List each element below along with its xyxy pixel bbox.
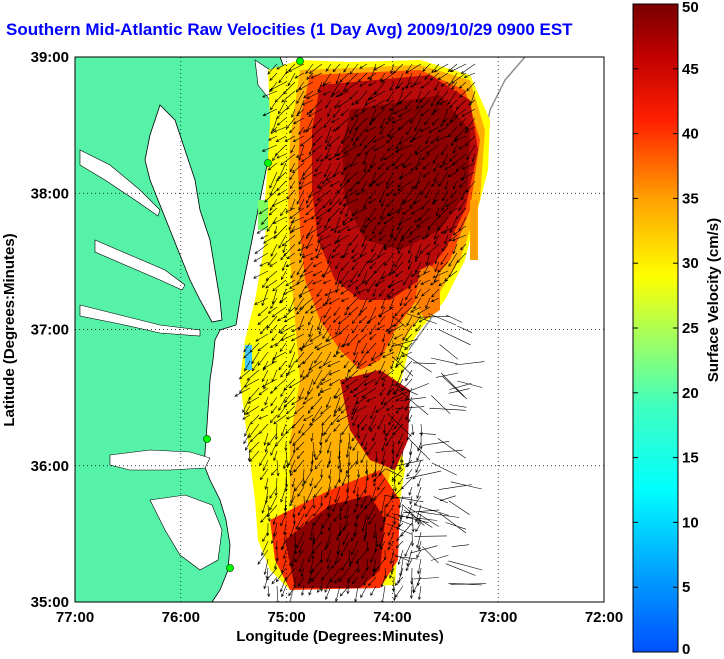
colorbar-tick-label: 20 (682, 385, 699, 402)
y-tick-label: 35:00 (31, 594, 69, 611)
river-rappahannock (94, 239, 186, 291)
colorbar-tick-label: 15 (682, 450, 699, 467)
x-tick-label: 73:00 (479, 609, 517, 626)
x-tick-label: 77:00 (56, 609, 94, 626)
colorbar-tick-label: 40 (682, 126, 699, 143)
map-grid (75, 57, 604, 602)
x-tick-label: 72:00 (585, 609, 623, 626)
y-tick-label: 38:00 (31, 185, 69, 202)
station-marker (296, 57, 304, 65)
river-potomac (79, 149, 161, 217)
vector-arrows (234, 63, 486, 602)
axes-frame (74, 56, 605, 603)
chesapeake-bay (144, 104, 223, 323)
x-axis-label: Longitude (Degrees:Minutes) (236, 628, 444, 645)
colorbar-tick-label: 50 (682, 0, 699, 16)
colorbar-tick-label: 10 (682, 514, 699, 531)
colorbar-tick-label: 45 (682, 61, 699, 78)
y-tick-labels: 35:00 36:00 37:00 38:00 39:00 (31, 49, 69, 611)
pamlico-sound (149, 494, 223, 571)
colorbar-label: Surface Velocity (cm/s) (705, 218, 722, 382)
station-marker (264, 159, 272, 167)
colorbar-ticks: 0 5 10 15 20 25 30 35 40 45 50 (633, 0, 699, 658)
velocity-vectors (234, 63, 486, 602)
map-title: Southern Mid-Atlantic Raw Velocities (1 … (6, 20, 573, 39)
colorbar (632, 3, 679, 653)
x-tick-label: 75:00 (267, 609, 305, 626)
y-tick-label: 37:00 (31, 322, 69, 339)
river-james (79, 304, 201, 337)
station-marker (226, 564, 234, 572)
y-tick-label: 39:00 (31, 49, 69, 66)
x-tick-label: 76:00 (162, 609, 200, 626)
station-marker (203, 435, 211, 443)
colorbar-tick-label: 30 (682, 255, 699, 272)
y-axis-label: Latitude (Degrees:Minutes) (1, 233, 18, 426)
albemarle-sound (109, 449, 211, 471)
hf-radar-stations (203, 57, 304, 572)
x-tick-label: 74:00 (373, 609, 411, 626)
colorbar-tick-label: 0 (682, 641, 690, 658)
colorbar-tick-label: 5 (682, 579, 690, 596)
colorbar-tick-label: 35 (682, 190, 699, 207)
colorbar-tick-label: 25 (682, 320, 699, 337)
y-tick-label: 36:00 (31, 458, 69, 475)
x-tick-labels: 77:00 76:00 75:00 74:00 73:00 72:00 (56, 609, 623, 626)
